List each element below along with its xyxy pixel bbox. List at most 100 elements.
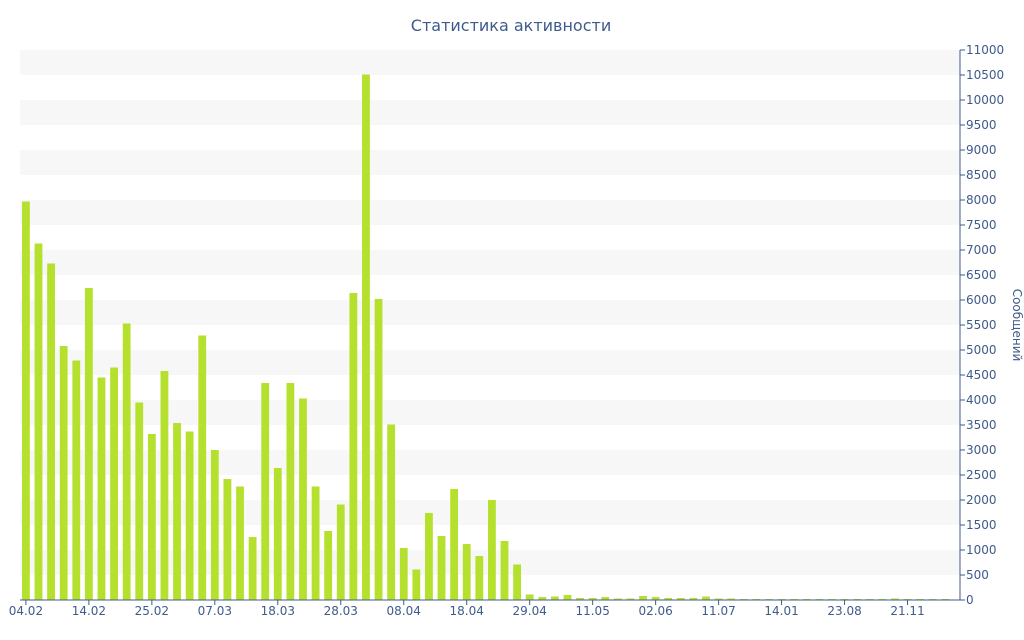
bar	[198, 335, 207, 600]
bar	[59, 346, 68, 600]
bar	[248, 537, 257, 600]
bar-series	[22, 74, 950, 600]
grid-band	[20, 250, 960, 275]
x-tick-label: 18.03	[261, 604, 295, 618]
bar	[676, 598, 685, 600]
y-tick-label: 7000	[966, 243, 997, 257]
y-tick-label: 6000	[966, 293, 997, 307]
chart-title: Статистика активности	[411, 16, 611, 35]
x-tick-label: 18.04	[450, 604, 484, 618]
bar	[563, 595, 572, 600]
bar	[626, 598, 635, 600]
bar	[336, 504, 345, 600]
y-tick-label: 0	[966, 593, 974, 607]
y-tick-label: 5000	[966, 343, 997, 357]
bar	[727, 598, 736, 600]
y-tick-label: 10000	[966, 93, 1004, 107]
bar	[236, 486, 244, 600]
grid-band	[20, 100, 960, 125]
bar	[22, 201, 30, 600]
bar	[72, 360, 81, 600]
bar	[437, 536, 446, 600]
x-tick-label: 11.05	[575, 604, 609, 618]
y-tick-label: 2500	[966, 468, 997, 482]
y-tick-label: 4500	[966, 368, 997, 382]
bar	[223, 479, 232, 600]
y-tick-label: 10500	[966, 68, 1004, 82]
bar	[135, 402, 144, 600]
y-tick-label: 3000	[966, 443, 997, 457]
y-tick-label: 9500	[966, 118, 997, 132]
bar	[613, 598, 622, 600]
bar	[261, 383, 270, 600]
grid-band	[20, 350, 960, 375]
x-axis-ticks: 04.02 14.02 25.02 07.03 18.03 28.03 08.04 18.04…	[9, 600, 925, 618]
x-tick-label: 04.02	[9, 604, 43, 618]
bar	[110, 367, 118, 600]
bar	[475, 556, 484, 600]
y-tick-label: 8500	[966, 168, 997, 182]
bar	[387, 424, 396, 600]
bar	[550, 596, 559, 600]
x-tick-label: 21.11	[890, 604, 924, 618]
bar	[689, 598, 698, 600]
bar	[97, 377, 106, 600]
x-tick-label: 02.06	[638, 604, 672, 618]
bar	[462, 544, 471, 600]
bar	[210, 450, 219, 600]
x-tick-label: 14.01	[764, 604, 798, 618]
bar	[173, 423, 181, 600]
bar	[601, 597, 610, 600]
bar	[286, 383, 295, 600]
grid-band	[20, 300, 960, 325]
x-tick-label: 07.03	[198, 604, 232, 618]
bar	[500, 541, 509, 600]
x-tick-label: 25.02	[135, 604, 169, 618]
grid-band	[20, 400, 960, 425]
bar	[538, 597, 547, 600]
bar	[160, 371, 169, 600]
y-axis-ticks: 0 500 1000 1500 2000 2500 3000 3500 4000 4500 5000…	[960, 43, 1004, 607]
bar	[84, 288, 93, 600]
x-tick-label: 28.03	[324, 604, 358, 618]
x-tick-label: 29.04	[513, 604, 547, 618]
y-tick-label: 7500	[966, 218, 997, 232]
bar	[425, 513, 433, 600]
bar	[664, 598, 673, 600]
bar	[299, 398, 307, 600]
bar	[651, 597, 660, 600]
bar	[488, 500, 496, 600]
bar	[399, 548, 408, 600]
bar	[450, 489, 459, 600]
bar	[324, 531, 333, 600]
bar	[639, 596, 647, 600]
bar	[147, 434, 156, 600]
bar	[588, 598, 597, 600]
x-tick-label: 23.08	[827, 604, 861, 618]
x-tick-label: 08.04	[387, 604, 421, 618]
y-tick-label: 5500	[966, 318, 997, 332]
bar	[311, 486, 320, 600]
y-tick-label: 8000	[966, 193, 997, 207]
y-axis-label: Сообщений	[1010, 289, 1024, 362]
bar	[412, 569, 421, 600]
bar	[122, 323, 131, 600]
grid-band	[20, 200, 960, 225]
bar	[349, 293, 358, 600]
bar	[185, 431, 194, 600]
grid-band	[20, 50, 960, 75]
y-tick-label: 1000	[966, 543, 997, 557]
bar	[513, 564, 521, 600]
bar	[702, 596, 710, 600]
bar	[714, 598, 723, 600]
bar	[34, 243, 43, 600]
y-tick-label: 6500	[966, 268, 997, 282]
bar	[362, 74, 370, 600]
y-tick-label: 2000	[966, 493, 997, 507]
bar	[891, 598, 899, 600]
y-tick-label: 4000	[966, 393, 997, 407]
y-tick-label: 3500	[966, 418, 997, 432]
y-tick-label: 11000	[966, 43, 1004, 57]
y-tick-label: 500	[966, 568, 989, 582]
